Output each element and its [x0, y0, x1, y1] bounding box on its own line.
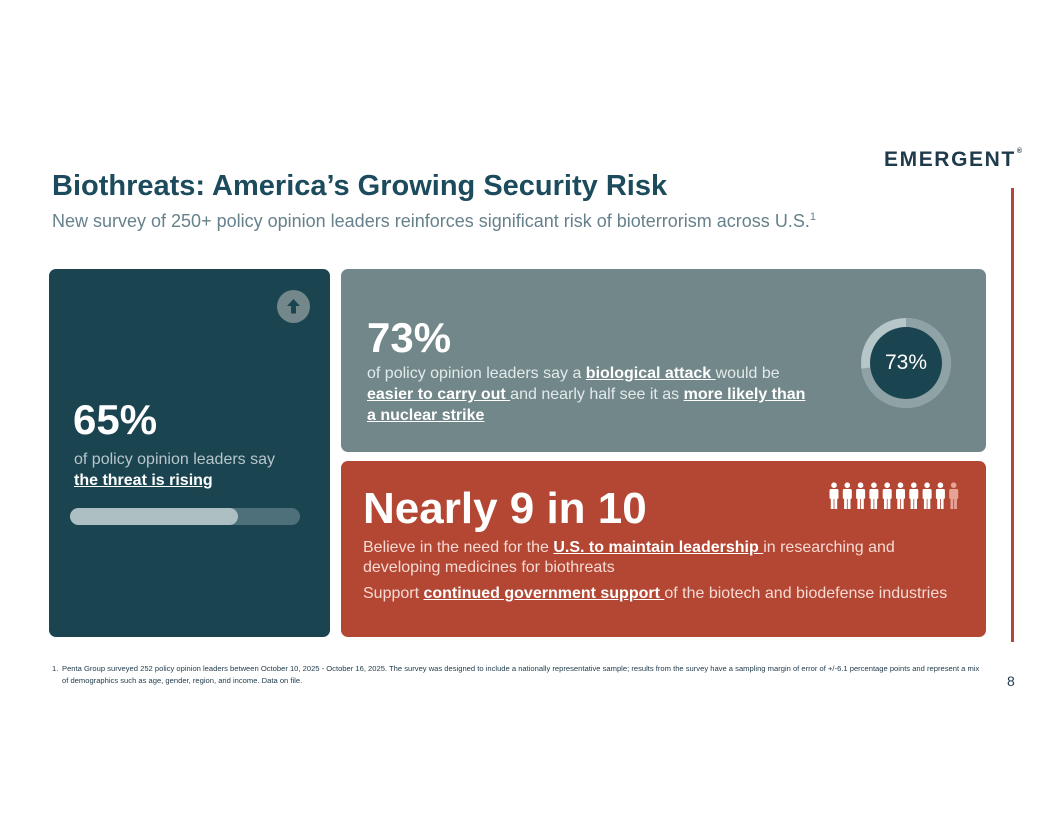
biological-attack-card: 73% of policy opinion leaders say a biol… [341, 269, 986, 452]
arrow-up-icon [277, 290, 310, 323]
page-number: 8 [1007, 673, 1015, 689]
progress-bar [70, 508, 300, 525]
government-support-statement: Support continued government support of … [363, 585, 948, 602]
accent-divider [1011, 188, 1014, 642]
leadership-statement: Believe in the need for the U.S. to main… [363, 539, 895, 576]
person-icon [935, 482, 945, 509]
person-icon [869, 482, 879, 509]
person-icon [949, 482, 959, 509]
person-icon [896, 482, 905, 509]
person-icon [829, 482, 839, 509]
person-icon [856, 482, 866, 509]
progress-bar-fill [70, 508, 238, 525]
emergent-logo: EMERGENT® [884, 148, 1022, 171]
page-subtitle: New survey of 250+ policy opinion leader… [52, 211, 816, 231]
person-icon [882, 482, 892, 509]
person-icon [909, 482, 919, 509]
stat-65-description: of policy opinion leaders say the threat… [74, 451, 276, 489]
threat-rising-card: 65% of policy opinion leaders say the th… [49, 269, 330, 637]
stat-73: 73% [367, 314, 452, 361]
donut-chart [861, 318, 951, 408]
stat-65: 65% [73, 396, 158, 443]
donut-center [870, 327, 942, 399]
footnote-ref: 1 [809, 211, 816, 223]
people-icon [829, 482, 959, 509]
footnote: 1. Penta Group surveyed 252 policy opini… [52, 664, 980, 685]
leadership-card: Nearly 9 in 10 Believe in the need for t… [341, 461, 986, 637]
person-icon [922, 482, 932, 509]
nearly-9-in-10-headline: Nearly 9 in 10 [363, 484, 647, 533]
page-title: Biothreats: America’s Growing Security R… [52, 170, 668, 202]
person-icon [842, 482, 852, 509]
stat-73-description: of policy opinion leaders say a biologic… [367, 365, 806, 424]
donut-label: 73% [884, 351, 928, 374]
